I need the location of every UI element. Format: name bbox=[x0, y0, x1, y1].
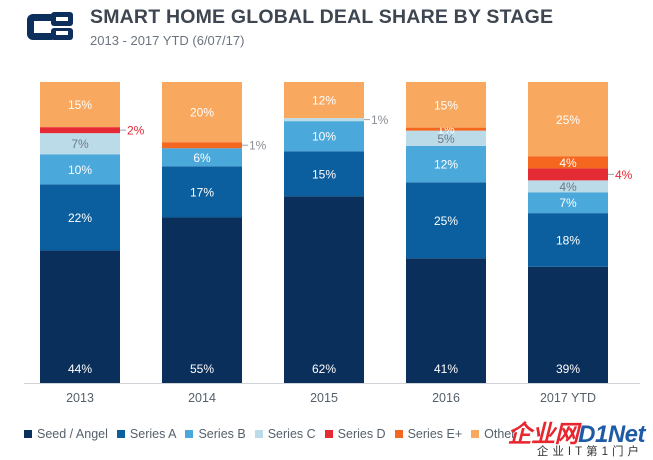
data-label-series-b-2017-ytd: 7% bbox=[559, 196, 577, 210]
bar-segment-series-a-2014 bbox=[162, 166, 242, 218]
bar-segment-seed-angel-2015 bbox=[284, 196, 364, 383]
legend-label-series-c: Series C bbox=[267, 427, 316, 441]
bar-segment-series-b-2015 bbox=[284, 121, 364, 152]
bar-segment-series-e-2016 bbox=[406, 127, 486, 131]
bar-segment-series-b-2016 bbox=[406, 145, 486, 183]
bar-segment-series-d-2017-ytd bbox=[528, 168, 608, 181]
data-label-series-a-2014: 17% bbox=[190, 185, 214, 199]
bar-segment-seed-angel-2016 bbox=[406, 258, 486, 383]
bar-segment-series-e-2014 bbox=[162, 142, 242, 149]
legend-item-series-b: Series B bbox=[185, 427, 246, 441]
data-label-series-a-2017-ytd: 18% bbox=[556, 233, 580, 247]
bar-segment-series-c-2013 bbox=[40, 133, 120, 155]
legend-item-series-a: Series A bbox=[116, 427, 177, 441]
legend-item-other: Other bbox=[471, 427, 515, 441]
bar-segment-seed-angel-2013 bbox=[40, 250, 120, 383]
outside-label-series-e-2014: 1% bbox=[249, 139, 267, 153]
legend-item-series-c: Series C bbox=[254, 427, 316, 441]
outside-label-series-d-2017-ytd: 4% bbox=[615, 168, 633, 182]
data-label-seed-angel-2013: 44% bbox=[68, 362, 92, 376]
chart-title: SMART HOME GLOBAL DEAL SHARE BY STAGE bbox=[90, 6, 554, 28]
bar-segment-other-2013 bbox=[40, 82, 120, 128]
x-tick-label-2014: 2014 bbox=[188, 391, 216, 405]
data-label-series-b-2015: 10% bbox=[312, 130, 336, 144]
bar-segment-series-c-2017-ytd bbox=[528, 180, 608, 193]
legend-label-other: Other bbox=[484, 427, 516, 441]
legend-swatch-series-e bbox=[394, 430, 403, 438]
data-label-series-a-2015: 15% bbox=[312, 167, 336, 181]
legend-item-series-e: Series E+ bbox=[394, 427, 463, 441]
bar-segment-other-2014 bbox=[162, 82, 242, 143]
x-tick-label-2013: 2013 bbox=[66, 391, 94, 405]
data-label-other-2015: 12% bbox=[312, 94, 336, 108]
x-tick-label-2015: 2015 bbox=[310, 391, 338, 405]
outside-label-series-d-2013: 2% bbox=[127, 124, 145, 138]
legend-swatch-other bbox=[471, 430, 480, 438]
data-label-series-a-2013: 22% bbox=[68, 211, 92, 225]
bar-segment-seed-angel-2014 bbox=[162, 217, 242, 383]
x-tick-label-2016: 2016 bbox=[432, 391, 460, 405]
legend-item-seed-angel: Seed / Angel bbox=[24, 427, 108, 441]
bar-segment-series-a-2017-ytd bbox=[528, 213, 608, 267]
data-label-seed-angel-2015: 62% bbox=[312, 362, 336, 376]
legend-label-seed-angel: Seed / Angel bbox=[37, 427, 108, 441]
x-tick-label-2017-ytd: 2017 YTD bbox=[540, 391, 596, 405]
bar-segment-series-b-2014 bbox=[162, 148, 242, 167]
bar-segment-series-e-2017-ytd bbox=[528, 156, 608, 169]
watermark-brand-blue: D1Net bbox=[578, 421, 645, 448]
bar-segment-other-2016 bbox=[406, 82, 486, 128]
bar-segment-other-2017-ytd bbox=[528, 82, 608, 157]
data-label-series-c-2013: 7% bbox=[71, 137, 89, 151]
legend-swatch-series-b bbox=[185, 430, 194, 438]
watermark-brand: 企业网D1Net bbox=[507, 414, 646, 449]
data-label-other-2017-ytd: 25% bbox=[556, 113, 580, 127]
data-label-series-a-2016: 25% bbox=[434, 214, 458, 228]
legend-swatch-series-d bbox=[324, 430, 333, 438]
bar-segment-series-a-2016 bbox=[406, 182, 486, 259]
bar-segment-seed-angel-2017-ytd bbox=[528, 266, 608, 383]
watermark-brand-red: 企业网 bbox=[507, 421, 579, 448]
legend-label-series-d: Series D bbox=[337, 427, 386, 441]
data-label-series-b-2016: 12% bbox=[434, 158, 458, 172]
d1net-watermark: 企业网D1Net 企业IT第1门户 bbox=[486, 414, 653, 460]
bar-segment-series-a-2015 bbox=[284, 151, 364, 197]
chart-subtitle: 2013 - 2017 YTD (6/07/17) bbox=[90, 33, 245, 48]
data-label-series-c-2017-ytd: 4% bbox=[559, 180, 577, 194]
legend-swatch-seed-angel bbox=[24, 430, 32, 438]
bar-segment-series-b-2013 bbox=[40, 154, 120, 185]
data-label-series-c-2016: 5% bbox=[437, 132, 455, 146]
legend-label-series-b: Series B bbox=[198, 427, 246, 441]
bar-segment-series-d-2013 bbox=[40, 127, 120, 134]
data-label-seed-angel-2017-ytd: 39% bbox=[556, 362, 580, 376]
data-label-other-2014: 20% bbox=[190, 106, 214, 120]
data-label-other-2013: 15% bbox=[68, 98, 92, 112]
chart-header: SMART HOME GLOBAL DEAL SHARE BY STAGE 20… bbox=[0, 0, 653, 60]
bar-segment-series-b-2017-ytd bbox=[528, 192, 608, 214]
legend-item-series-d: Series D bbox=[324, 427, 386, 441]
bar-segment-series-a-2013 bbox=[40, 184, 120, 251]
watermark-tagline: 企业IT第1门户 bbox=[536, 446, 643, 458]
bar-segment-other-2015 bbox=[284, 82, 364, 119]
legend-label-series-a: Series A bbox=[129, 427, 177, 441]
bar-segment-series-c-2016 bbox=[406, 130, 486, 146]
data-label-series-b-2014: 6% bbox=[193, 151, 211, 165]
bar-segment-series-c-2015 bbox=[284, 118, 364, 122]
legend-label-series-e: Series E+ bbox=[407, 427, 463, 441]
data-label-series-e-2017-ytd: 4% bbox=[559, 156, 577, 170]
legend-swatch-series-a bbox=[116, 430, 125, 438]
cb-insights-logo-icon bbox=[27, 12, 73, 40]
data-label-seed-angel-2016: 41% bbox=[434, 362, 458, 376]
chart-legend: Seed / Angel Series A Series B Series C Seri… bbox=[24, 426, 524, 442]
data-label-series-b-2013: 10% bbox=[68, 163, 92, 177]
outside-label-series-c-2015: 1% bbox=[371, 113, 389, 127]
legend-swatch-series-c bbox=[254, 430, 263, 438]
data-label-seed-angel-2014: 55% bbox=[190, 362, 214, 376]
data-label-other-2016: 15% bbox=[434, 98, 458, 112]
